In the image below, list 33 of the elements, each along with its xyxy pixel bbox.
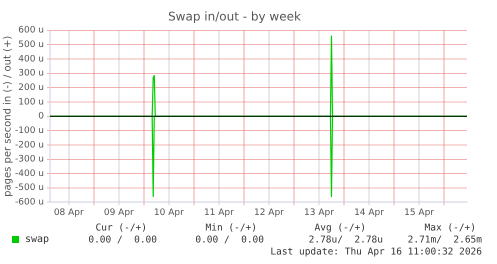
text: Last update: Thu Apr 16 11:00:32 2026 xyxy=(270,246,482,258)
y-tick-label: 0 xyxy=(38,112,44,122)
x-tick-label: 14 Apr xyxy=(354,208,384,218)
y-tick-label: -500 u xyxy=(15,183,44,194)
x-tick-label: 13 Apr xyxy=(304,208,334,218)
y-tick-label: 200 u xyxy=(18,83,44,94)
y-axis-title: pages per second in (-) / out (+) xyxy=(2,36,14,197)
x-tick-label: 09 Apr xyxy=(104,208,134,218)
y-tick-label: -400 u xyxy=(15,168,44,179)
y-tick-label: 400 u xyxy=(18,54,44,64)
y-tick-label: -100 u xyxy=(15,126,44,136)
x-tick-label: 11 Apr xyxy=(204,208,234,218)
x-tick-label: 12 Apr xyxy=(254,208,284,218)
y-tick-label: 500 u xyxy=(18,40,44,50)
x-tick-label: 10 Apr xyxy=(154,208,184,218)
y-tick-label: -600 u xyxy=(15,198,44,208)
chart-title: Swap in/out - by week xyxy=(168,9,301,24)
x-tick-label: 08 Apr xyxy=(54,208,84,218)
text: 0.00 / 0.00 xyxy=(195,234,264,246)
y-tick-label: 600 u xyxy=(18,26,44,36)
text: Max (-/+) xyxy=(424,222,476,234)
text: 2.71m/ 2.65m xyxy=(408,234,482,246)
legend-label: swap xyxy=(25,234,50,245)
text: 2.78u/ 2.78u xyxy=(308,234,383,246)
x-tick-label: 15 Apr xyxy=(404,208,434,218)
y-tick-label: -300 u xyxy=(15,154,44,165)
text: Avg (-/+) xyxy=(314,222,366,234)
y-tick-label: 300 u xyxy=(18,68,44,79)
text: Cur (-/+) xyxy=(96,222,147,234)
text: Min (-/+) xyxy=(206,222,257,234)
y-tick-label: 100 u xyxy=(18,97,44,108)
text: 0.00 / 0.00 xyxy=(88,234,158,246)
y-tick-label: -200 u xyxy=(15,140,44,150)
